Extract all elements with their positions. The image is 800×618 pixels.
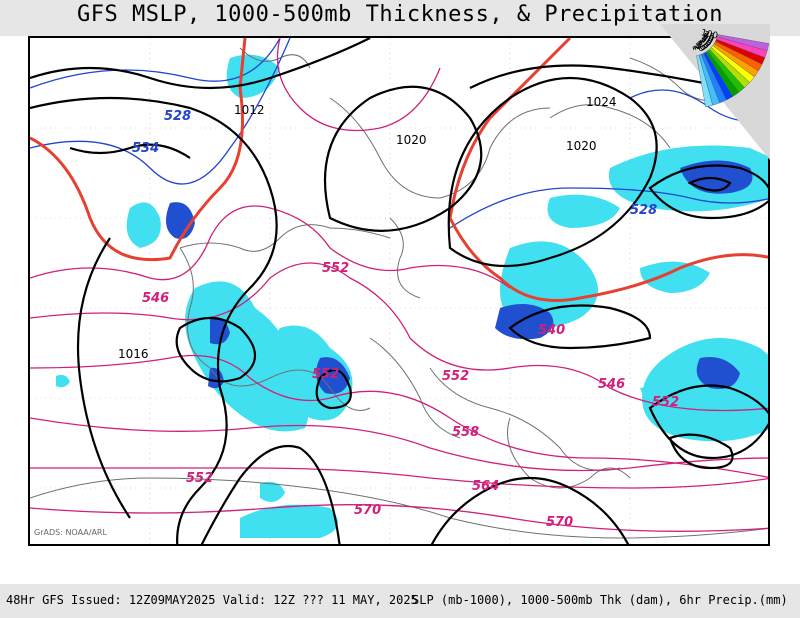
thickness-label: 552 <box>442 369 469 384</box>
thickness-label: 564 <box>472 479 499 494</box>
precip-area <box>260 481 285 502</box>
precip-area <box>642 338 768 442</box>
thickness-line-north <box>276 38 441 132</box>
legend-label: 10 <box>693 39 707 54</box>
thickness-label: 552 <box>312 367 339 382</box>
isobar <box>648 384 768 460</box>
isobar <box>430 476 630 544</box>
isobar-label: 1020 <box>396 133 427 147</box>
legend-label: 50 <box>700 32 715 46</box>
precip-area <box>56 374 70 388</box>
thickness-label: 534 <box>132 141 159 156</box>
thickness-line-528 <box>30 38 281 89</box>
legend-swatch <box>696 54 713 108</box>
thickness-line-540-east <box>448 38 768 302</box>
thickness-label: 528 <box>164 109 191 124</box>
footer: 48Hr GFS Issued: 12Z09MAY2025 Valid: 12Z… <box>6 593 788 607</box>
thickness-line-552b <box>30 354 768 478</box>
coastline <box>329 97 551 199</box>
slp-isobars <box>30 38 768 544</box>
coastline <box>179 224 391 252</box>
thickness-label: 570 <box>546 515 573 530</box>
isobar <box>508 304 652 350</box>
thickness-label: 558 <box>452 425 479 440</box>
thickness-contours <box>30 38 768 532</box>
parameter-key: SLP (mb-1000), 1000-500mb Thk (dam), 6hr… <box>412 593 788 607</box>
legend-label: 75 <box>702 30 716 43</box>
isobar <box>668 433 734 470</box>
isobar <box>200 444 341 544</box>
isobar <box>69 143 191 159</box>
precip-area <box>126 202 161 248</box>
coastline <box>30 477 768 539</box>
isobar <box>30 38 371 90</box>
isobar-1020 <box>323 85 483 232</box>
chart-title: GFS MSLP, 1000-500mb Thickness, & Precip… <box>76 2 724 27</box>
run-info: 48Hr GFS Issued: 12Z09MAY2025 Valid: 12Z… <box>6 593 418 607</box>
thickness-line-558 <box>30 417 768 472</box>
isobar <box>175 317 256 383</box>
isobar-labels: 1012 1020 1024 1020 1016 <box>118 95 617 361</box>
thickness-label: 552 <box>652 395 679 410</box>
lat-lon-grid <box>30 38 768 544</box>
isobar-1020b <box>447 76 658 268</box>
thickness-label: 540 <box>538 323 565 338</box>
precip-area <box>316 357 350 394</box>
isobar-label: 1016 <box>118 347 149 361</box>
map-canvas: 1012 1020 1024 1020 1016 528 534 528 546… <box>30 38 768 544</box>
legend-label: 100 <box>700 28 719 42</box>
thickness-label: 552 <box>186 471 213 486</box>
thickness-label: 570 <box>354 503 381 518</box>
isobar <box>315 368 352 410</box>
isobar <box>76 237 131 519</box>
coastline <box>429 367 621 471</box>
thickness-line-552 <box>30 262 768 412</box>
legend-label: 1 <box>689 44 700 52</box>
thickness-540 <box>30 38 768 302</box>
coastline <box>549 104 671 149</box>
precip-area <box>640 261 710 293</box>
coastline <box>369 337 461 439</box>
map-panel: 1012 1020 1024 1020 1016 528 534 528 546… <box>28 36 770 546</box>
thickness-line-540-west <box>30 38 247 262</box>
precip-area <box>680 160 753 194</box>
thickness-labels: 528 534 528 546 552 552 546 552 558 552 … <box>132 109 679 530</box>
legend-label: 5 <box>693 42 704 51</box>
thickness-label: 528 <box>630 203 657 218</box>
thickness-line-546 <box>30 205 511 289</box>
thickness-label: 546 <box>142 291 169 306</box>
footer-bar <box>0 584 800 618</box>
legend-label: 60 <box>701 31 716 45</box>
precip-area <box>240 504 338 538</box>
precip-area <box>268 325 353 421</box>
thickness-line-564 <box>30 467 768 489</box>
coastline <box>179 247 371 411</box>
precip-area <box>547 194 620 228</box>
thickness-line-534 <box>30 38 291 185</box>
isobar-1016 <box>30 96 278 544</box>
isobar-low <box>648 164 768 220</box>
isobar-low-inner <box>687 176 732 192</box>
thickness-line-570 <box>30 504 768 532</box>
thickness-label: 552 <box>322 261 349 276</box>
isobar-label: 1012 <box>234 103 265 117</box>
credit-text: GrADS: NOAA/ARL <box>34 528 107 537</box>
coastline <box>239 47 311 69</box>
isobar-label: 1020 <box>566 139 597 153</box>
isobar-label: 1024 <box>586 95 617 109</box>
legend-label: 2 <box>691 43 702 52</box>
precip-legend: 100 75 60 50 40 30 25 20 15 10 5 2 1 <box>640 20 770 160</box>
precip-area <box>696 357 740 389</box>
thickness-line-528b <box>449 187 768 229</box>
thickness-label: 546 <box>598 377 625 392</box>
